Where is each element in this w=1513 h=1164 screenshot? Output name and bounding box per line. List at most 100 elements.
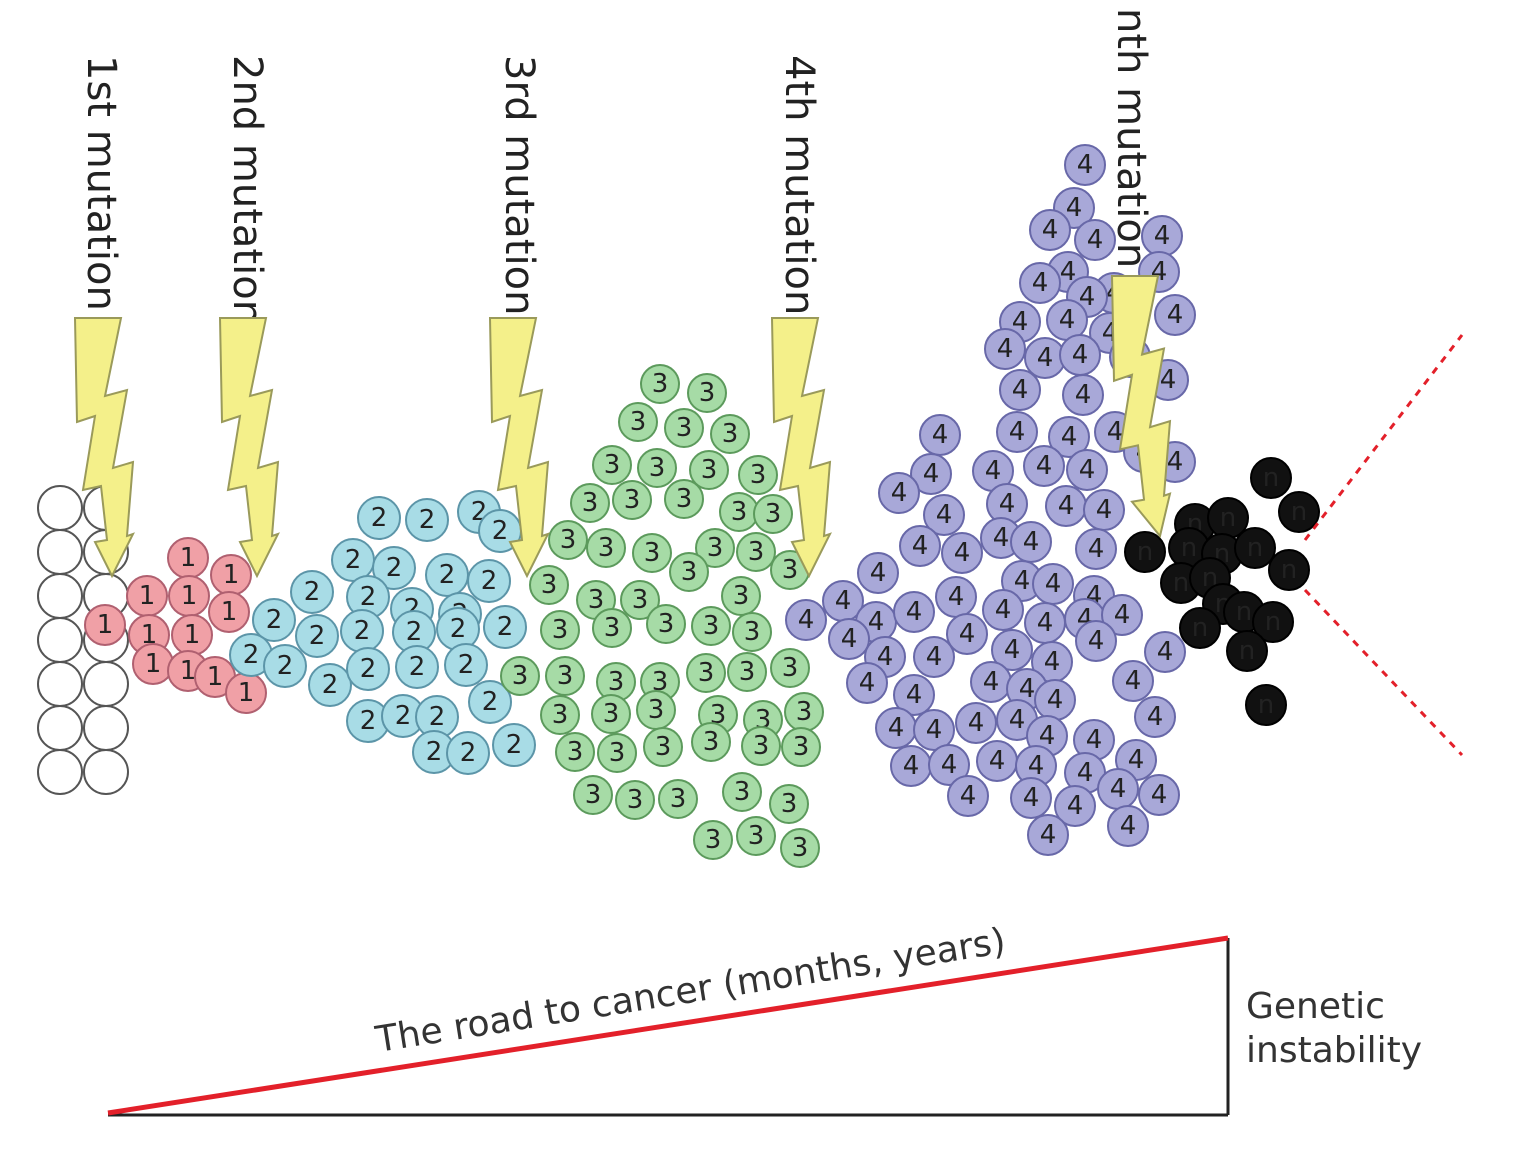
cell-stage-3 [586, 528, 626, 568]
cell-stage-2 [263, 644, 307, 688]
cell-stage-3 [591, 694, 631, 734]
cell-label-stage-3: 3 [624, 485, 641, 515]
cell-label-stage-4: 4 [1037, 608, 1054, 638]
cell-label-stage-2: 2 [458, 650, 475, 680]
cell-stage-4 [928, 744, 970, 786]
cell-label-stage-n: n [1137, 537, 1153, 567]
cell-label-stage-4: 4 [1072, 340, 1089, 370]
cell-stage-3 [646, 604, 686, 644]
cell-label-stage-4: 4 [1037, 343, 1054, 373]
cell-stage-2 [295, 614, 339, 658]
cell-label-stage-3: 3 [781, 789, 798, 819]
cell-stage-n [1245, 684, 1287, 726]
cell-label-stage-4: 4 [1004, 635, 1021, 665]
cell-stage-3 [741, 726, 781, 766]
cell-label-stage-2: 2 [277, 651, 294, 681]
cell-normal [37, 573, 83, 619]
cell-stage-3 [687, 373, 727, 413]
cell-label-stage-3: 3 [630, 407, 647, 437]
cell-label-stage-4: 4 [906, 597, 923, 627]
cell-label-stage-4: 4 [1128, 745, 1145, 775]
cell-stage-3 [691, 606, 731, 646]
cell-label-stage-4: 4 [1039, 721, 1056, 751]
cell-stage-3 [770, 648, 810, 688]
cell-stage-3 [727, 652, 767, 692]
cell-stage-n [1250, 457, 1292, 499]
cell-stage-4 [893, 674, 935, 716]
cell-stage-n [1179, 607, 1221, 649]
cell-stage-4 [878, 472, 920, 514]
cell-stage-3 [548, 520, 588, 560]
cell-label-stage-4: 4 [932, 420, 949, 450]
cell-stage-2 [468, 680, 512, 724]
cell-label-stage-4: 4 [1120, 811, 1137, 841]
cell-stage-3 [620, 580, 660, 620]
lightning-bolt-icon [1110, 275, 1172, 539]
cell-stage-3 [738, 455, 778, 495]
cell-label-stage-4: 4 [903, 751, 920, 781]
cell-label-stage-3: 3 [588, 585, 605, 615]
mutation-label-3: 3rd mutation [496, 55, 542, 315]
cell-label-stage-4: 4 [835, 586, 852, 616]
cell-label-stage-4: 4 [1107, 417, 1124, 447]
cell-label-stage-1: 1 [139, 581, 156, 611]
cell-label-stage-3: 3 [793, 732, 810, 762]
cell-label-stage-3: 3 [598, 533, 615, 563]
cell-label-stage-4: 4 [1154, 221, 1171, 251]
cell-label-stage-3: 3 [658, 609, 675, 639]
cell-label-stage-4: 4 [995, 595, 1012, 625]
cell-stage-4 [919, 414, 961, 456]
cell-label-stage-2: 2 [460, 738, 477, 768]
cell-stage-4 [846, 662, 888, 704]
cell-label-stage-4: 4 [798, 605, 815, 635]
cell-normal [83, 749, 129, 795]
cell-stage-2 [483, 605, 527, 649]
cell-label-stage-4: 4 [1151, 780, 1168, 810]
cell-stage-4 [955, 702, 997, 744]
cell-stage-4 [999, 369, 1041, 411]
cell-label-stage-4: 4 [1045, 569, 1062, 599]
cell-label-stage-2: 2 [429, 702, 446, 732]
cell-label-stage-4: 4 [1012, 307, 1029, 337]
cell-label-stage-1: 1 [97, 610, 114, 640]
cell-stage-4 [899, 525, 941, 567]
cell-label-stage-4: 4 [1075, 380, 1092, 410]
cell-label-stage-2: 2 [304, 577, 321, 607]
cell-label-stage-2: 2 [450, 614, 467, 644]
cell-label-stage-3: 3 [676, 413, 693, 443]
cell-label-stage-3: 3 [585, 780, 602, 810]
cell-label-stage-4: 4 [868, 607, 885, 637]
cell-label-stage-3: 3 [782, 555, 799, 585]
cell-label-stage-3: 3 [552, 700, 569, 730]
cell-label-stage-3: 3 [604, 450, 621, 480]
cell-label-stage-n: n [1258, 690, 1274, 720]
divergence-lines [1303, 334, 1464, 757]
cell-stage-3 [664, 408, 704, 448]
cell-normal [83, 705, 129, 751]
cell-stage-3 [780, 828, 820, 868]
cell-stage-3 [736, 532, 776, 572]
cell-label-stage-2: 2 [419, 505, 436, 535]
cell-label-stage-3: 3 [705, 825, 722, 855]
cell-stage-4 [785, 599, 827, 641]
cell-label-stage-4: 4 [1023, 527, 1040, 557]
cell-stage-4 [913, 636, 955, 678]
cell-label-stage-4: 4 [1047, 685, 1064, 715]
cell-label-stage-4: 4 [1088, 626, 1105, 656]
cell-label-stage-3: 3 [627, 785, 644, 815]
mutation-label-1: 1st mutation [78, 55, 124, 311]
cell-stage-2 [308, 663, 352, 707]
cell-normal [37, 749, 83, 795]
cell-label-stage-4: 4 [870, 558, 887, 588]
cell-label-stage-2: 2 [395, 701, 412, 731]
cell-label-stage-4: 4 [993, 523, 1010, 553]
cell-stage-n [1268, 549, 1310, 591]
cell-stage-3 [540, 695, 580, 735]
cell-label-stage-3: 3 [733, 581, 750, 611]
cell-label-stage-4: 4 [1077, 758, 1094, 788]
lightning-bolt-icon [488, 317, 550, 579]
cell-label-stage-4: 4 [1040, 820, 1057, 850]
cell-stage-3 [643, 727, 683, 767]
cell-label-stage-4: 4 [1009, 417, 1026, 447]
cell-stage-2 [290, 570, 334, 614]
